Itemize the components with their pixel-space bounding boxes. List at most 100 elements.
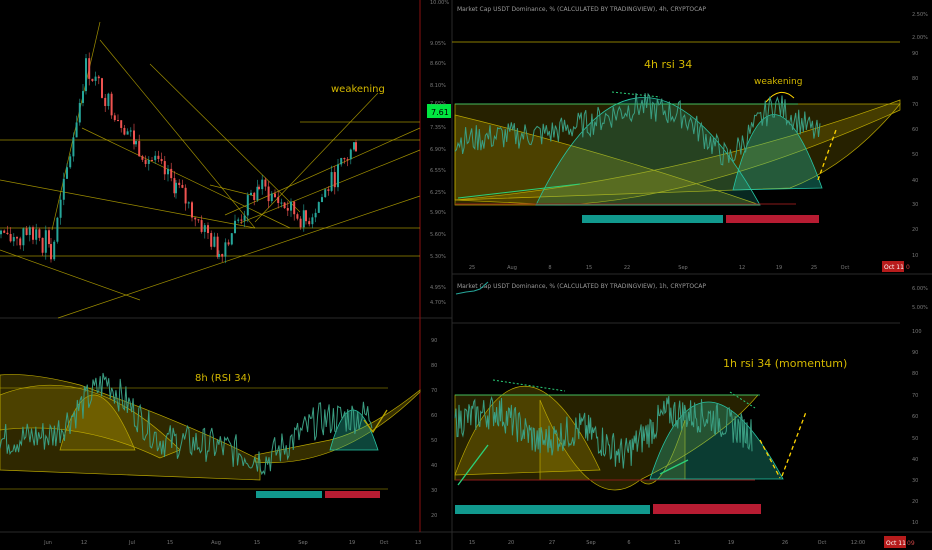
candle-body	[191, 202, 193, 218]
candle-body	[355, 142, 357, 152]
x-tick-label: 15	[254, 540, 260, 546]
candle-body	[53, 241, 56, 260]
candle-body	[104, 97, 107, 107]
y-tick-label: 60	[912, 414, 918, 420]
candle-body	[221, 254, 224, 257]
x-tick-label: 12	[81, 540, 87, 546]
candle-body	[194, 217, 197, 220]
candle-body	[50, 244, 52, 260]
x-tick-label: 15	[167, 540, 173, 546]
candle-body	[38, 229, 41, 238]
candle-body	[283, 202, 286, 209]
candle-body	[160, 158, 163, 162]
candle-body	[274, 193, 276, 198]
right-bottom-title: Market Cap USDT Dominance, % (CALCULATED…	[457, 283, 706, 290]
candle-body	[210, 233, 213, 247]
candle-body	[138, 141, 141, 157]
x-tick-label: Jul	[128, 540, 135, 546]
candle-body	[101, 78, 103, 98]
y-tick-label: 6.00%	[912, 286, 928, 292]
candle-body	[346, 159, 349, 161]
y-tick-label: 90	[431, 338, 437, 344]
x-tick-label: 12:00	[851, 540, 865, 546]
candle-body	[129, 130, 132, 132]
momentum-bar-1h-red	[653, 504, 761, 514]
candle-body	[184, 187, 187, 204]
left-x-axis: Jun 12 Jul 15 Aug 15 Sep 19 Oct 13	[43, 540, 421, 546]
candle-body	[187, 202, 190, 204]
y-tick-label: 40	[912, 457, 918, 463]
candle-body	[117, 120, 119, 122]
candle-body	[227, 242, 230, 245]
candle-body	[120, 120, 123, 128]
momentum-bar-teal	[256, 491, 322, 498]
candle-body	[126, 131, 129, 135]
candle-body	[308, 221, 311, 225]
x-tick-label: 6	[627, 540, 630, 546]
rsi-1h-annotation: 1h rsi 34 (momentum)	[723, 357, 847, 370]
candle-body	[56, 217, 59, 242]
candle-body	[175, 182, 177, 194]
candle-body	[28, 227, 31, 235]
candle-body	[151, 160, 153, 162]
candle-body	[321, 197, 323, 203]
left-top-price-panel: 7.61 weakening 10.00% 9.05% 8.60% 8.10% 7.65…	[0, 0, 451, 319]
y-tick-label: 20	[912, 227, 918, 233]
candle-body	[353, 142, 355, 150]
y-tick-label: 60	[912, 127, 918, 133]
date-badge-4h-text: Oct 11	[884, 264, 904, 271]
candle-body	[293, 201, 296, 215]
candle-body	[91, 78, 94, 81]
x-tick-label: Oct	[841, 265, 850, 271]
trendline	[57, 195, 421, 319]
right-top-rsi-line	[454, 92, 821, 166]
x-tick-label: Aug	[211, 540, 221, 546]
candle-body	[0, 230, 2, 235]
x-tick-label: 8	[548, 265, 551, 271]
y-tick-label: 80	[912, 76, 918, 82]
left-bottom-y-axis: 90 80 70 60 50 40 30 20	[431, 338, 437, 519]
x-tick-label: 15	[469, 540, 475, 546]
left-top-candles	[0, 52, 357, 264]
candle-body	[280, 202, 283, 204]
x-tick-label: 13	[674, 540, 680, 546]
x-tick-label: 25	[469, 265, 475, 271]
candle-body	[157, 155, 160, 159]
x-tick-label: 15	[586, 265, 592, 271]
rsi-zone-shape	[454, 114, 761, 206]
y-tick-label: 30	[912, 202, 918, 208]
x-tick-label: Oct	[818, 540, 827, 546]
candle-body	[113, 115, 116, 121]
candle-body	[178, 182, 181, 185]
candle-body	[133, 130, 135, 145]
trendline	[149, 63, 301, 213]
candle-body	[3, 230, 6, 233]
right-bottom-rsi-shapes	[454, 379, 807, 491]
rsi-arc-teal	[732, 114, 823, 191]
candle-body	[277, 197, 280, 204]
y-tick-label: 10	[912, 520, 918, 526]
candle-body	[243, 215, 246, 221]
date-badge-1h	[884, 536, 906, 548]
candle-body	[290, 201, 292, 211]
right-bottom-price-stub	[455, 281, 489, 295]
y-tick-label: 90	[912, 51, 918, 57]
candle-body	[144, 159, 147, 164]
candle-body	[16, 237, 18, 239]
y-tick-label: 40	[431, 463, 437, 469]
candle-body	[250, 192, 252, 196]
candle-body	[349, 149, 352, 160]
candle-body	[9, 234, 12, 242]
price-label-badge	[427, 104, 451, 118]
candle-body	[110, 93, 113, 116]
x-tick-label: Sep	[678, 265, 687, 271]
down-projection-arrow	[759, 439, 781, 479]
y-tick-label: 4.70%	[430, 300, 446, 306]
price-label: 7.61	[431, 108, 449, 117]
candle-body	[207, 225, 209, 234]
weakening-annotation: weakening	[331, 84, 385, 95]
y-tick-label: 30	[912, 478, 918, 484]
candle-body	[218, 254, 220, 257]
x-tick-label: 19	[776, 265, 782, 271]
left-bottom-rsi-panel: 8h (RSI 34) 90 80 70 60 50 40 30 20	[0, 338, 437, 519]
